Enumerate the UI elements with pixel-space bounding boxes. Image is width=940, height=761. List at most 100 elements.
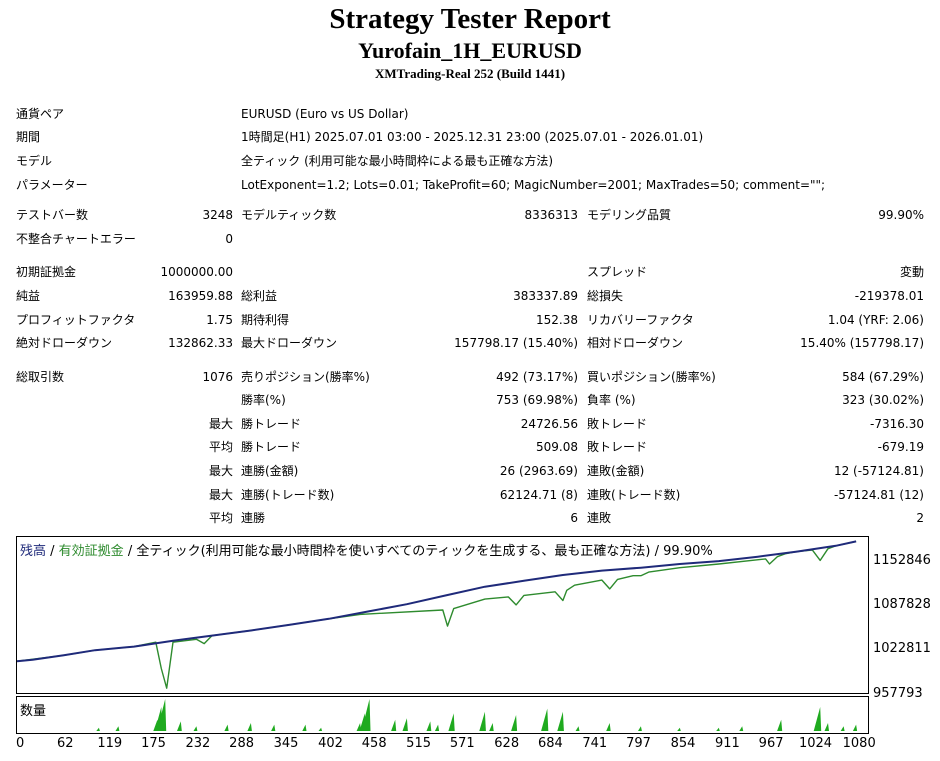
legend-balance: 残高 [20,544,47,559]
x-tick-label: 62 [57,736,74,751]
period-label: 期間 [16,130,41,144]
period-value: 1時間足(H1) 2025.07.01 03:00 - 2025.12.31 2… [241,130,704,144]
balance-chart-frame [16,536,869,694]
volume-bar [302,724,307,731]
bars-value: 3248 [202,208,233,222]
gross-profit-value: 383337.89 [513,289,578,303]
max-consec-win-money-label: 連勝(金額) [241,464,299,478]
abs-dd-label: 絶対ドローダウン [16,336,113,350]
bars-label: テストバー数 [16,208,89,222]
quality-label: モデリング品質 [587,208,672,222]
max-dd-label: 最大ドローダウン [241,336,338,350]
volume-bar [193,726,198,731]
x-tick-label: 402 [318,736,343,751]
max-prefix-2: 最大 [208,464,233,478]
chart-legend: 残高 / 有効証拠金 / 全ティック(利用可能な最小時間枠を使いすべてのティック… [20,540,713,559]
balance-line [16,540,857,663]
payoff-label: 期待利得 [241,313,290,327]
largest-win-label: 勝トレード [241,417,302,431]
volume-bar [824,723,829,731]
volume-bar [157,699,167,731]
gross-profit-label: 総利益 [241,289,278,303]
pf-label: プロフィットファクタ [16,313,136,327]
volume-bar [426,721,432,731]
volume-label: 数量 [20,704,47,719]
x-tick-label: 797 [626,736,651,751]
short-label: 売りポジション(勝率%) [241,370,370,384]
volume-bar [852,724,858,731]
x-tick-label: 628 [494,736,520,751]
avg-loss-value: -679.19 [877,440,924,454]
avg-consec-win-label: 連勝 [241,511,266,525]
params-value: LotExponent=1.2; Lots=0.01; TakeProfit=6… [241,178,826,192]
legend-model: 全ティック(利用可能な最小時間枠を使いすべてのティックを生成する、最も正確な方法… [136,544,713,559]
x-tick-label: 1024 [798,736,833,751]
x-tick-label: 515 [406,736,432,751]
x-tick-label: 571 [449,736,475,751]
volume-bar [511,715,518,731]
x-tick-label: 345 [273,736,299,751]
pf-value: 1.75 [206,313,233,327]
abs-dd-value: 132862.33 [168,336,233,350]
model-value: 全ティック (利用可能な最小時間枠による最も正確な方法) [241,154,554,168]
x-tick-label: 741 [582,736,608,751]
avg-prefix-2: 平均 [208,511,233,525]
report-title: Strategy Tester Report [329,3,611,35]
avg-loss-label: 敗トレード [587,440,648,454]
total-trades-label: 総取引数 [16,370,65,384]
x-tick-label: 1080 [842,736,876,751]
volume-bar [575,726,580,731]
params-label: パラメーター [16,178,88,192]
long-label: 買いポジション(勝率%) [587,370,716,384]
quality-value: 99.90% [878,208,924,222]
x-tick-label: 967 [758,736,784,751]
avg-consec-loss-value: 2 [916,511,924,525]
y-tick-label: 1152846 [873,553,931,568]
legend-equity: 有効証拠金 [58,544,124,559]
y-tick-label: 957793 [873,686,923,701]
volume-bar [448,713,455,731]
largest-win-value: 24726.56 [520,417,578,431]
volume-bar [177,721,182,731]
volume-bar [356,723,362,731]
x-tick-label: 119 [97,736,123,751]
volume-bar [96,727,100,731]
mismatch-label: 不整合チャートエラー [16,232,136,246]
equity-line [16,540,857,689]
deposit-label: 初期証拠金 [16,265,77,279]
win-pct-label: 勝率(%) [241,393,286,407]
x-tick-label: 911 [714,736,740,751]
recovery-label: リカバリーファクタ [587,313,694,327]
avg-consec-loss-label: 連敗 [587,511,612,525]
volume-bar [557,711,564,731]
recovery-value: 1.04 (YRF: 2.06) [827,313,924,327]
deposit-value: 1000000.00 [160,265,233,279]
max-consec-loss-count-value: -57124.81 (12) [833,488,924,502]
volume-bar [247,723,252,731]
volume-bar [677,727,681,731]
symbol-label: 通貨ペア [16,107,65,121]
rel-dd-label: 相対ドローダウン [587,336,684,350]
volume-bar [361,699,371,731]
gross-loss-label: 総損失 [587,289,624,303]
symbol-value: EURUSD (Euro vs US Dollar) [241,107,409,121]
mismatch-value: 0 [225,232,233,246]
volume-bar [541,708,549,731]
x-tick-label: 0 [16,736,25,751]
report-subtitle: Yurofain_1H_EURUSD [358,38,582,63]
spread-value: 変動 [899,265,924,279]
total-trades-value: 1076 [202,370,233,384]
volume-bar [606,723,611,731]
net-value: 163959.88 [168,289,233,303]
max-dd-value: 157798.17 (15.40%) [454,336,578,350]
max-consec-win-money-value: 26 (2963.69) [499,464,578,478]
max-prefix-3: 最大 [208,488,233,502]
volume-bar [479,711,486,731]
x-tick-label: 458 [361,736,387,751]
rel-dd-value: 15.40% (157798.17) [800,336,924,350]
win-pct-value: 753 (69.98%) [496,393,578,407]
avg-win-value: 509.08 [536,440,578,454]
max-consec-loss-money-value: 12 (-57124.81) [833,464,924,478]
ticks-label: モデルティック数 [241,208,337,222]
